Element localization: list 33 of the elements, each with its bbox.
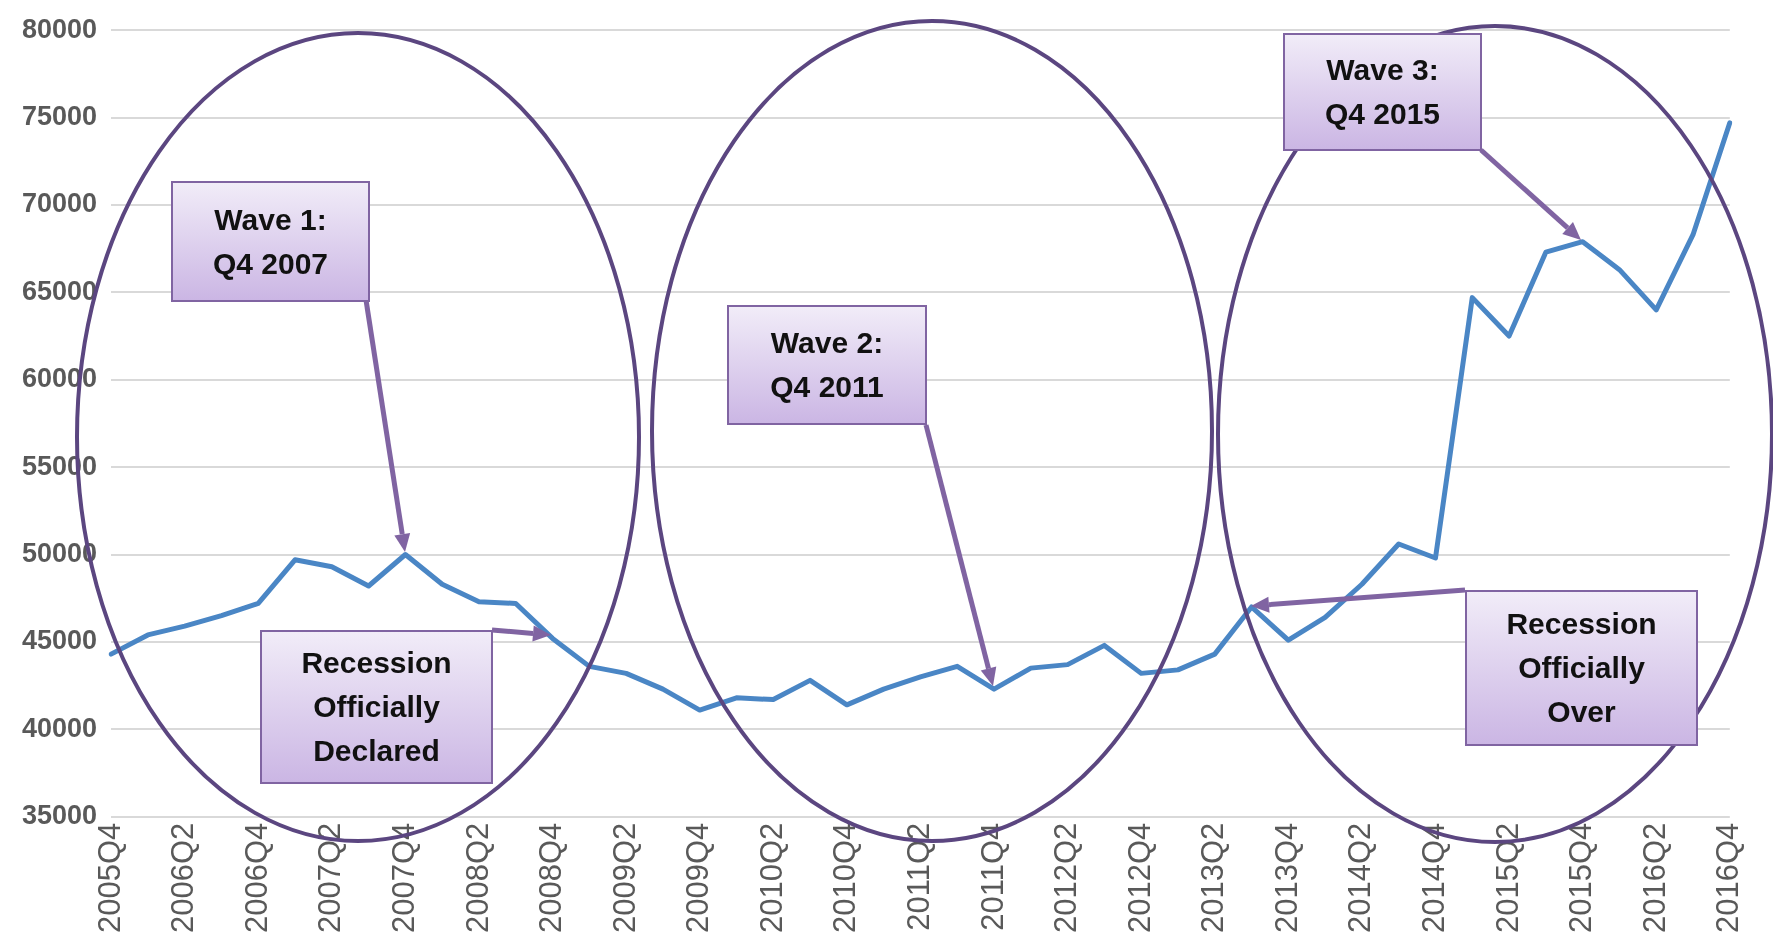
- y-tick-label: 40000: [21, 712, 98, 743]
- y-tick-label: 35000: [21, 800, 98, 831]
- x-tick-label: 2013Q4: [1268, 822, 1304, 934]
- annotation: Wave 1: Q4 2007: [171, 181, 370, 302]
- x-tick-label: 2013Q2: [1195, 822, 1231, 934]
- y-tick-label: 80000: [21, 13, 98, 44]
- x-tick-label: 2008Q2: [459, 822, 495, 934]
- x-tick-label: 2007Q2: [312, 822, 348, 934]
- annotation: Recession Officially Declared: [260, 630, 493, 784]
- x-tick-label: 2006Q4: [238, 822, 274, 934]
- x-tick-label: 2012Q2: [1048, 822, 1084, 934]
- x-tick-label: 2014Q4: [1416, 822, 1452, 934]
- x-tick-label: 2009Q4: [680, 822, 716, 934]
- x-tick-label: 2011Q4: [974, 822, 1010, 931]
- annotation: Wave 2: Q4 2011: [727, 305, 927, 425]
- x-tick-label: 2006Q2: [165, 822, 201, 934]
- x-tick-label: 2008Q4: [533, 822, 569, 934]
- x-tick-label: 2012Q4: [1121, 822, 1157, 934]
- x-tick-label: 2015Q4: [1563, 822, 1599, 934]
- annotation: Recession Officially Over: [1465, 590, 1698, 746]
- y-tick-label: 75000: [21, 101, 98, 132]
- y-tick-label: 45000: [21, 625, 98, 656]
- annotation: Wave 3: Q4 2015: [1283, 33, 1482, 151]
- x-tick-label: 2016Q2: [1636, 822, 1672, 934]
- x-tick-label: 2009Q2: [606, 822, 642, 934]
- x-tick-label: 2010Q4: [827, 822, 863, 934]
- x-tick-label: 2011Q2: [900, 822, 936, 931]
- x-tick-label: 2007Q4: [385, 822, 421, 934]
- x-tick-label: 2015Q2: [1489, 822, 1525, 934]
- y-tick-label: 70000: [21, 188, 98, 219]
- x-tick-label: 2016Q4: [1710, 822, 1746, 934]
- x-tick-label: 2014Q2: [1342, 822, 1378, 934]
- x-tick-label: 2010Q2: [753, 822, 789, 934]
